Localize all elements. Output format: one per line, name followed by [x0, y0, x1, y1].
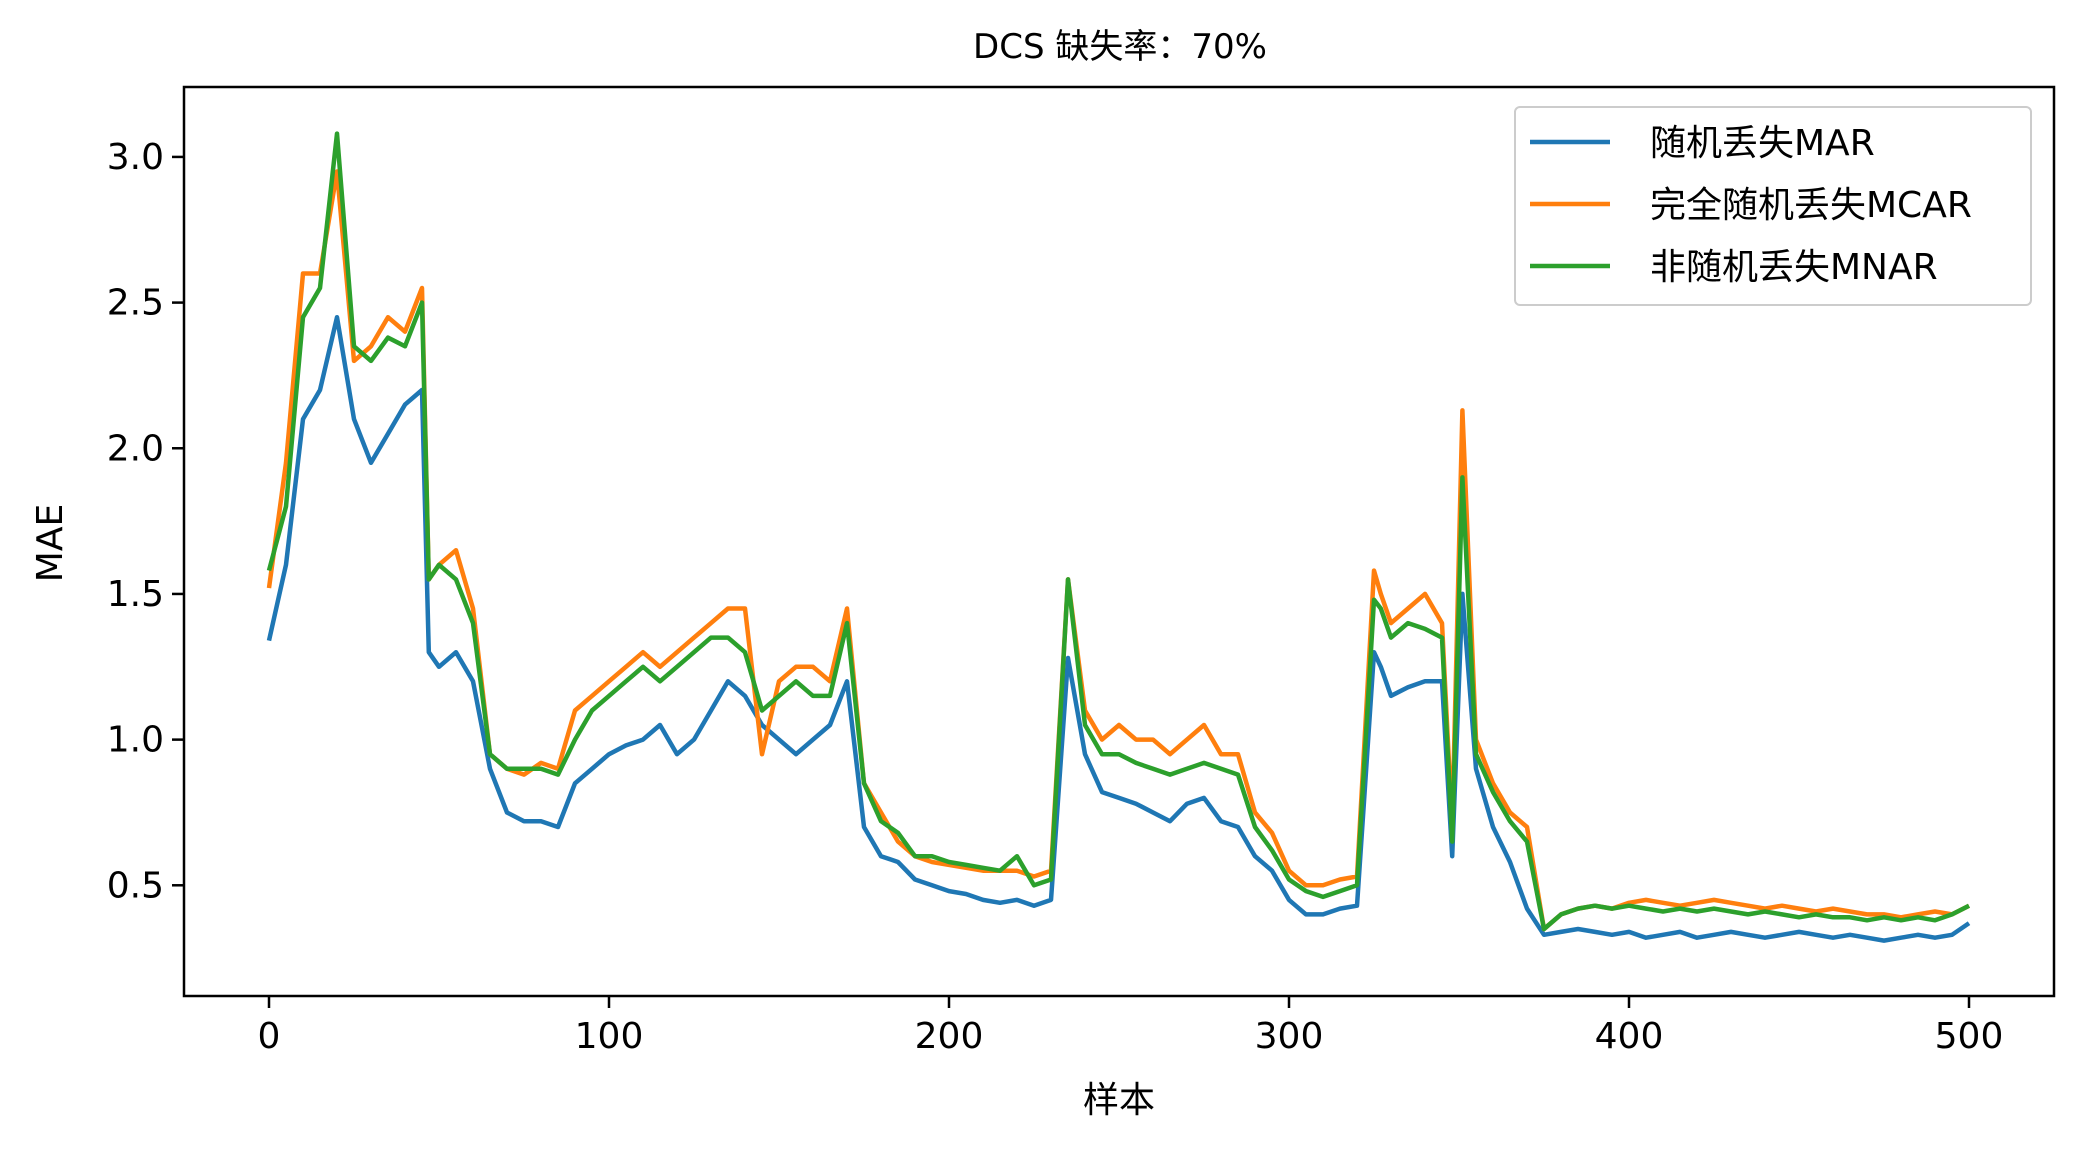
plot-area-frame [182, 85, 2056, 998]
series-line-0 [266, 314, 1971, 943]
y-tick-label: 2.0 [107, 428, 164, 469]
legend-label-mar: 随机丢失MAR [1650, 123, 1875, 164]
x-tick-label: 400 [1595, 1016, 1664, 1057]
y-axis-ticks: 0.5 1.0 1.5 2.0 2.5 3.0 [107, 137, 184, 906]
series-line-1 [266, 169, 1971, 932]
x-tick-label: 300 [1255, 1016, 1324, 1057]
chart-title: DCS 缺失率：70% [973, 27, 1267, 67]
x-tick-label: 100 [575, 1016, 644, 1057]
y-tick-label: 0.5 [107, 865, 164, 906]
legend-label-mcar: 完全随机丢失MCAR [1650, 185, 1972, 226]
legend-label-mnar: 非随机丢失MNAR [1650, 247, 1938, 288]
x-tick-label: 0 [258, 1016, 281, 1057]
series-line-2 [266, 131, 1971, 932]
x-tick-label: 500 [1935, 1016, 2004, 1057]
x-tick-label: 200 [915, 1016, 984, 1057]
y-tick-label: 1.5 [107, 574, 164, 615]
y-axis-label: MAE [30, 504, 71, 582]
x-axis-ticks: 0 100 200 300 400 500 [258, 996, 2004, 1057]
series-layer [266, 131, 1971, 943]
x-axis-label: 样本 [1083, 1080, 1155, 1121]
y-tick-label: 1.0 [107, 720, 164, 761]
y-tick-label: 2.5 [107, 283, 164, 324]
legend-frame [1514, 106, 2032, 306]
y-tick-label: 3.0 [107, 137, 164, 178]
legend: 随机丢失MAR 完全随机丢失MCAR 非随机丢失MNAR [1514, 106, 2032, 306]
